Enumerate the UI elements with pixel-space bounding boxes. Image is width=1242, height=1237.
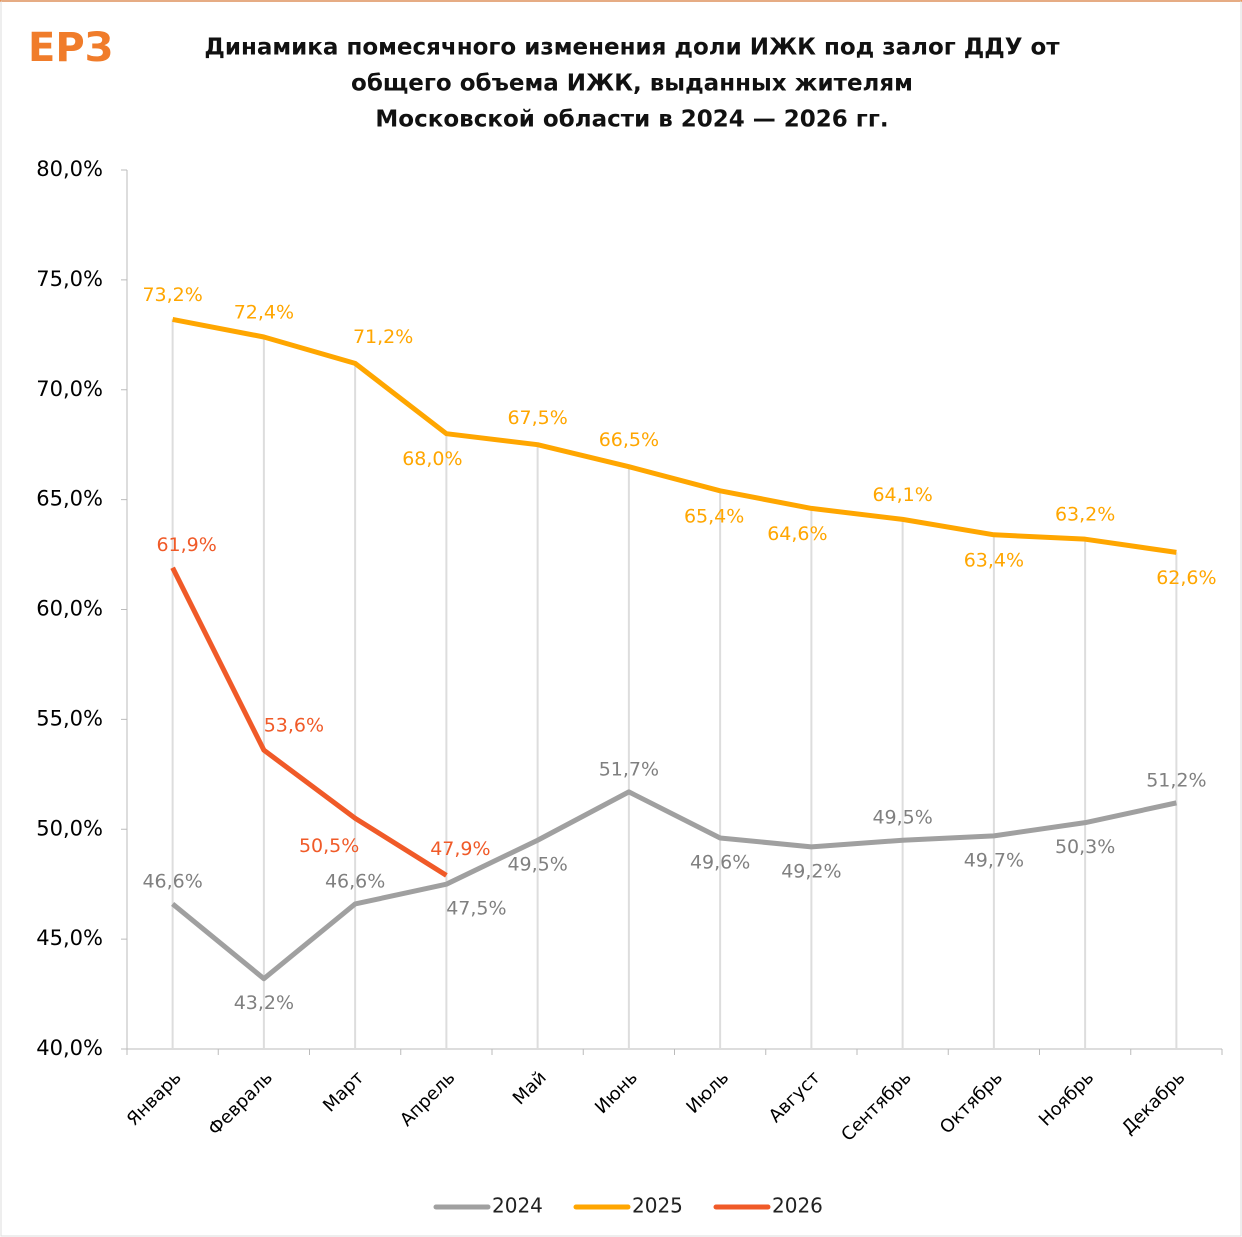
chart-title: Московской области в 2024 — 2026 гг. (375, 107, 888, 133)
legend-label: 2024 (492, 1194, 543, 1218)
y-tick-label: 75,0% (36, 267, 103, 291)
chart-title: Динамика помесячного изменения доли ИЖК … (204, 35, 1060, 61)
data-label: 68,0% (402, 448, 462, 470)
legend-label: 2026 (772, 1194, 823, 1218)
data-label: 71,2% (353, 326, 413, 348)
legend-label: 2025 (632, 1194, 683, 1218)
y-tick-label: 60,0% (36, 597, 103, 621)
data-label: 65,4% (684, 505, 744, 527)
data-label: 46,6% (325, 870, 385, 892)
y-tick-label: 65,0% (36, 487, 103, 511)
x-tick-label: Март (319, 1067, 368, 1116)
data-label: 61,9% (156, 534, 216, 556)
data-label: 50,5% (299, 835, 359, 857)
logo: ЕРЗ (28, 25, 113, 71)
data-label: 49,5% (507, 854, 567, 876)
y-tick-label: 55,0% (36, 706, 103, 730)
data-label: 64,6% (767, 523, 827, 545)
data-label: 49,5% (872, 807, 932, 829)
data-label: 66,5% (599, 429, 659, 451)
x-tick-label: Январь (123, 1067, 186, 1130)
series-line (172, 316, 1177, 555)
x-tick-label: Апрель (396, 1067, 459, 1130)
x-tick-label: Ноябрь (1035, 1067, 1098, 1130)
data-label: 46,6% (142, 870, 202, 892)
y-tick-label: 50,0% (36, 816, 103, 840)
data-label: 51,2% (1146, 769, 1206, 791)
data-label: 51,7% (599, 758, 659, 780)
chart-title: общего объема ИЖК, выданных жителям (351, 71, 913, 97)
data-label: 64,1% (872, 484, 932, 506)
data-label: 53,6% (264, 715, 324, 737)
data-label: 49,2% (781, 860, 841, 882)
x-tick-label: Октябрь (936, 1067, 1007, 1138)
x-tick-label: Февраль (204, 1067, 277, 1140)
x-tick-label: Декабрь (1118, 1067, 1190, 1139)
y-tick-label: 80,0% (36, 157, 103, 181)
data-label: 43,2% (234, 992, 294, 1014)
data-label: 72,4% (234, 302, 294, 324)
x-tick-label: Июль (682, 1067, 733, 1118)
data-label: 49,7% (964, 849, 1024, 871)
y-tick-label: 40,0% (36, 1036, 103, 1060)
data-label: 62,6% (1156, 567, 1216, 589)
y-tick-label: 70,0% (36, 377, 103, 401)
data-label: 67,5% (507, 407, 567, 429)
data-label: 73,2% (142, 284, 202, 306)
data-label: 47,9% (430, 838, 490, 860)
x-tick-label: Август (765, 1067, 825, 1127)
series-line (171, 789, 1177, 982)
series-line (170, 566, 448, 878)
y-tick-label: 45,0% (36, 926, 103, 950)
data-label: 49,6% (690, 852, 750, 874)
data-label: 63,2% (1055, 504, 1115, 526)
x-tick-label: Июнь (591, 1067, 642, 1118)
data-label: 63,4% (964, 549, 1024, 571)
x-tick-label: Сентябрь (837, 1067, 915, 1145)
data-label: 50,3% (1055, 836, 1115, 858)
x-tick-label: Май (509, 1067, 551, 1109)
data-label: 47,5% (446, 898, 506, 920)
